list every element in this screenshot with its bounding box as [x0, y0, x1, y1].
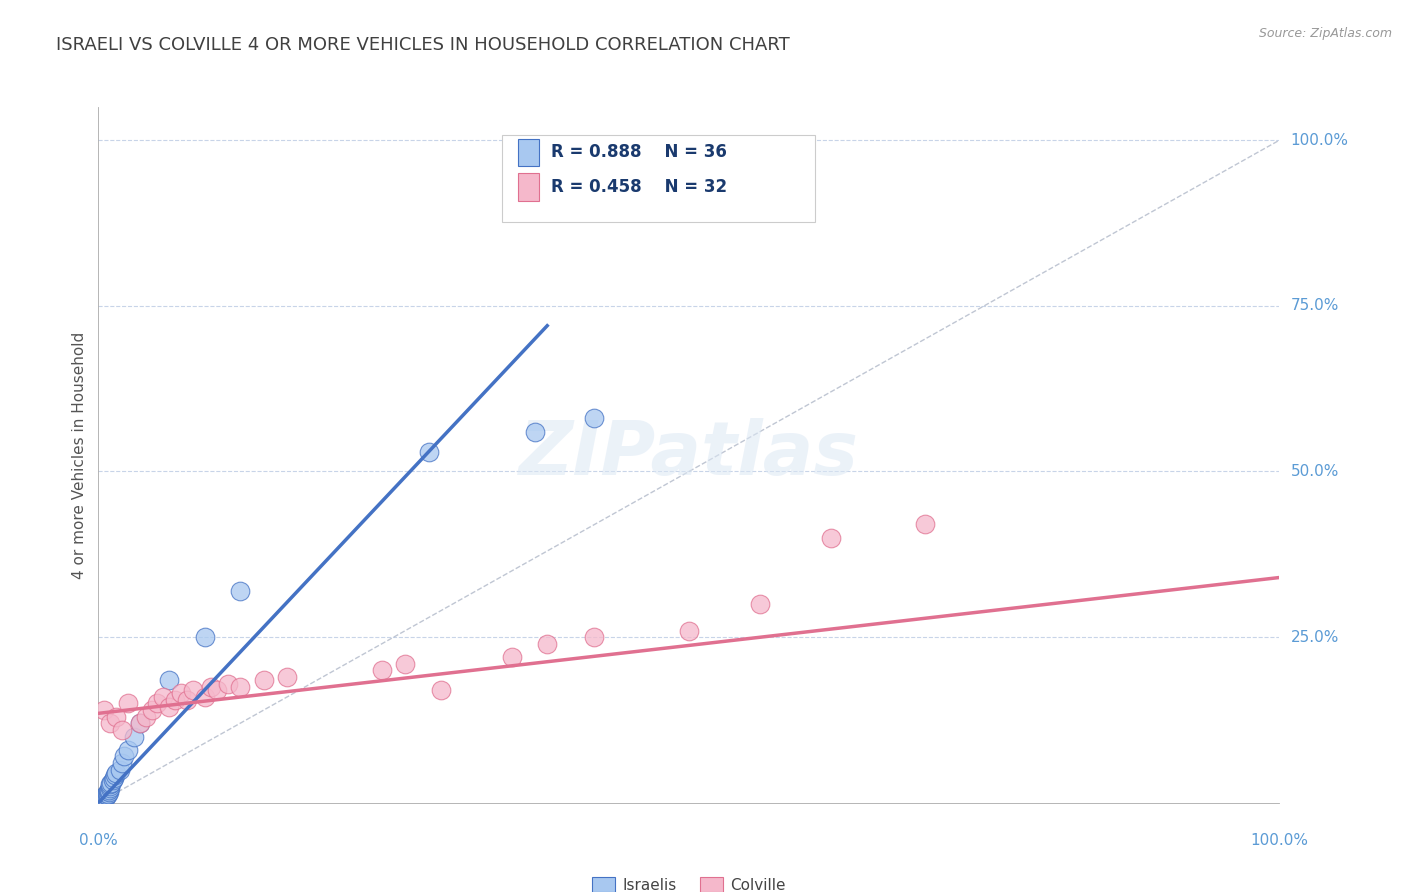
Point: [97, 787, 120, 801]
Point: [104, 768, 127, 782]
Point: [103, 771, 125, 785]
Point: [98, 781, 121, 796]
Text: 25.0%: 25.0%: [1291, 630, 1339, 645]
Point: [128, 716, 150, 731]
Point: [501, 650, 523, 665]
FancyBboxPatch shape: [502, 135, 815, 222]
Point: [583, 411, 606, 425]
Point: [108, 763, 131, 777]
Point: [122, 730, 145, 744]
Point: [93, 790, 115, 805]
Point: [748, 597, 770, 611]
Point: [94, 789, 117, 804]
Point: [157, 673, 180, 688]
Point: [524, 425, 547, 439]
Point: [141, 703, 163, 717]
Point: [194, 690, 217, 704]
Point: [820, 531, 842, 545]
Point: [91, 792, 114, 806]
Point: [152, 690, 174, 704]
Text: 100.0%: 100.0%: [1250, 833, 1309, 848]
Point: [165, 693, 187, 707]
Point: [914, 517, 936, 532]
Point: [170, 686, 193, 700]
Point: [111, 756, 134, 770]
Point: [146, 697, 169, 711]
Point: [217, 676, 239, 690]
Point: [98, 779, 121, 793]
Point: [91, 790, 114, 805]
Point: [93, 789, 115, 804]
Point: [157, 699, 180, 714]
Text: ISRAELI VS COLVILLE 4 OR MORE VEHICLES IN HOUSEHOLD CORRELATION CHART: ISRAELI VS COLVILLE 4 OR MORE VEHICLES I…: [56, 36, 790, 54]
FancyBboxPatch shape: [517, 138, 538, 166]
Point: [98, 782, 121, 797]
Point: [253, 673, 276, 688]
Point: [229, 680, 252, 694]
Point: [100, 776, 122, 790]
Text: ZIPatlas: ZIPatlas: [519, 418, 859, 491]
Point: [176, 693, 198, 707]
Point: [105, 766, 128, 780]
Point: [394, 657, 416, 671]
Point: [430, 683, 453, 698]
Point: [98, 777, 121, 791]
FancyBboxPatch shape: [517, 173, 538, 201]
Point: [194, 630, 217, 644]
Point: [96, 788, 118, 802]
Text: R = 0.888    N = 36: R = 0.888 N = 36: [551, 144, 727, 161]
Point: [418, 444, 440, 458]
Text: 50.0%: 50.0%: [1291, 464, 1339, 479]
Point: [128, 716, 150, 731]
Point: [205, 683, 228, 698]
Point: [105, 709, 128, 723]
Point: [93, 703, 115, 717]
Text: 75.0%: 75.0%: [1291, 298, 1339, 313]
Point: [91, 792, 114, 806]
Legend: Israelis, Colville: Israelis, Colville: [592, 877, 786, 892]
Point: [96, 786, 118, 800]
Point: [98, 716, 121, 731]
Point: [135, 709, 157, 723]
Point: [117, 743, 139, 757]
Text: 0.0%: 0.0%: [79, 833, 118, 848]
Y-axis label: 4 or more Vehicles in Household: 4 or more Vehicles in Household: [72, 331, 87, 579]
Point: [583, 630, 606, 644]
Point: [112, 749, 135, 764]
Point: [93, 791, 115, 805]
Point: [97, 784, 120, 798]
Point: [117, 697, 139, 711]
Point: [276, 670, 298, 684]
Point: [111, 723, 134, 737]
Text: Source: ZipAtlas.com: Source: ZipAtlas.com: [1258, 27, 1392, 40]
Point: [229, 583, 252, 598]
Point: [98, 785, 121, 799]
Point: [181, 683, 204, 698]
Point: [536, 637, 558, 651]
Point: [371, 663, 394, 677]
Point: [91, 791, 114, 805]
Point: [90, 792, 112, 806]
Point: [101, 772, 124, 787]
Point: [678, 624, 700, 638]
Point: [200, 680, 222, 694]
Text: R = 0.458    N = 32: R = 0.458 N = 32: [551, 178, 727, 196]
Text: 100.0%: 100.0%: [1291, 133, 1348, 148]
Point: [94, 788, 117, 802]
